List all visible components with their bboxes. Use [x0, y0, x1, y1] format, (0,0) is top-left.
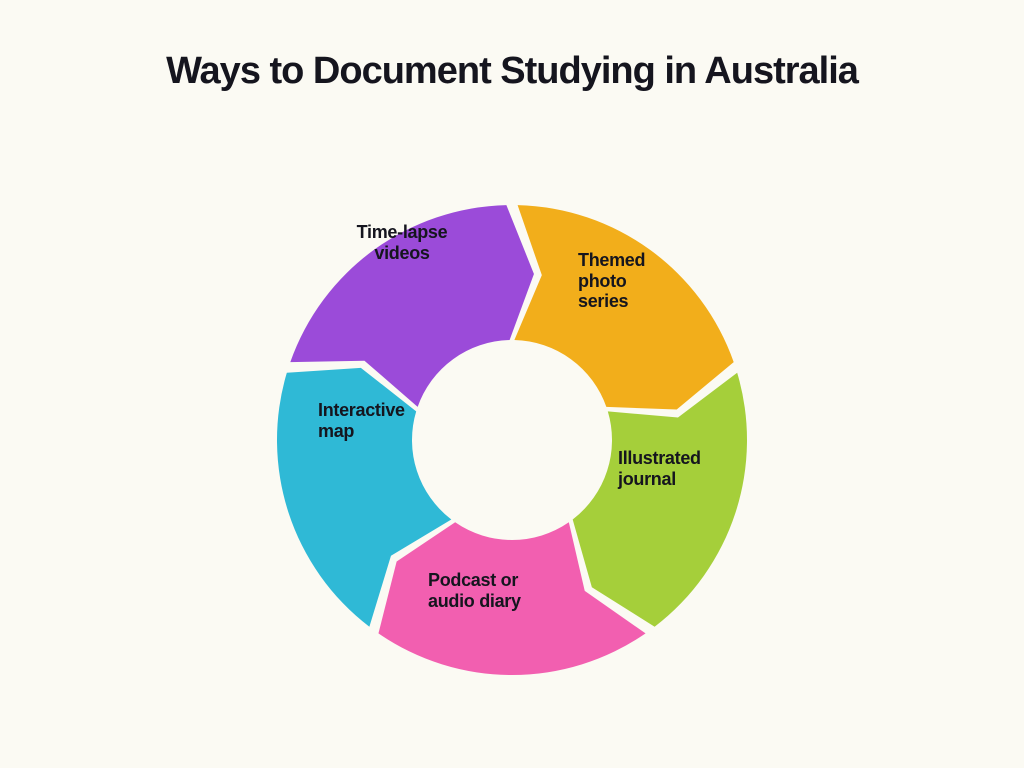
segment-label-0: Time-lapse videos — [357, 222, 448, 263]
segment-label-2: Illustrated journal — [618, 448, 701, 489]
segment-label-1: Themed photo series — [578, 250, 645, 312]
segment-label-3: Podcast or audio diary — [428, 570, 521, 611]
page: Ways to Document Studying in Australia T… — [0, 0, 1024, 768]
page-title: Ways to Document Studying in Australia — [0, 50, 1024, 93]
segment-label-4: Interactive map — [318, 400, 405, 441]
segment-2 — [573, 373, 747, 627]
